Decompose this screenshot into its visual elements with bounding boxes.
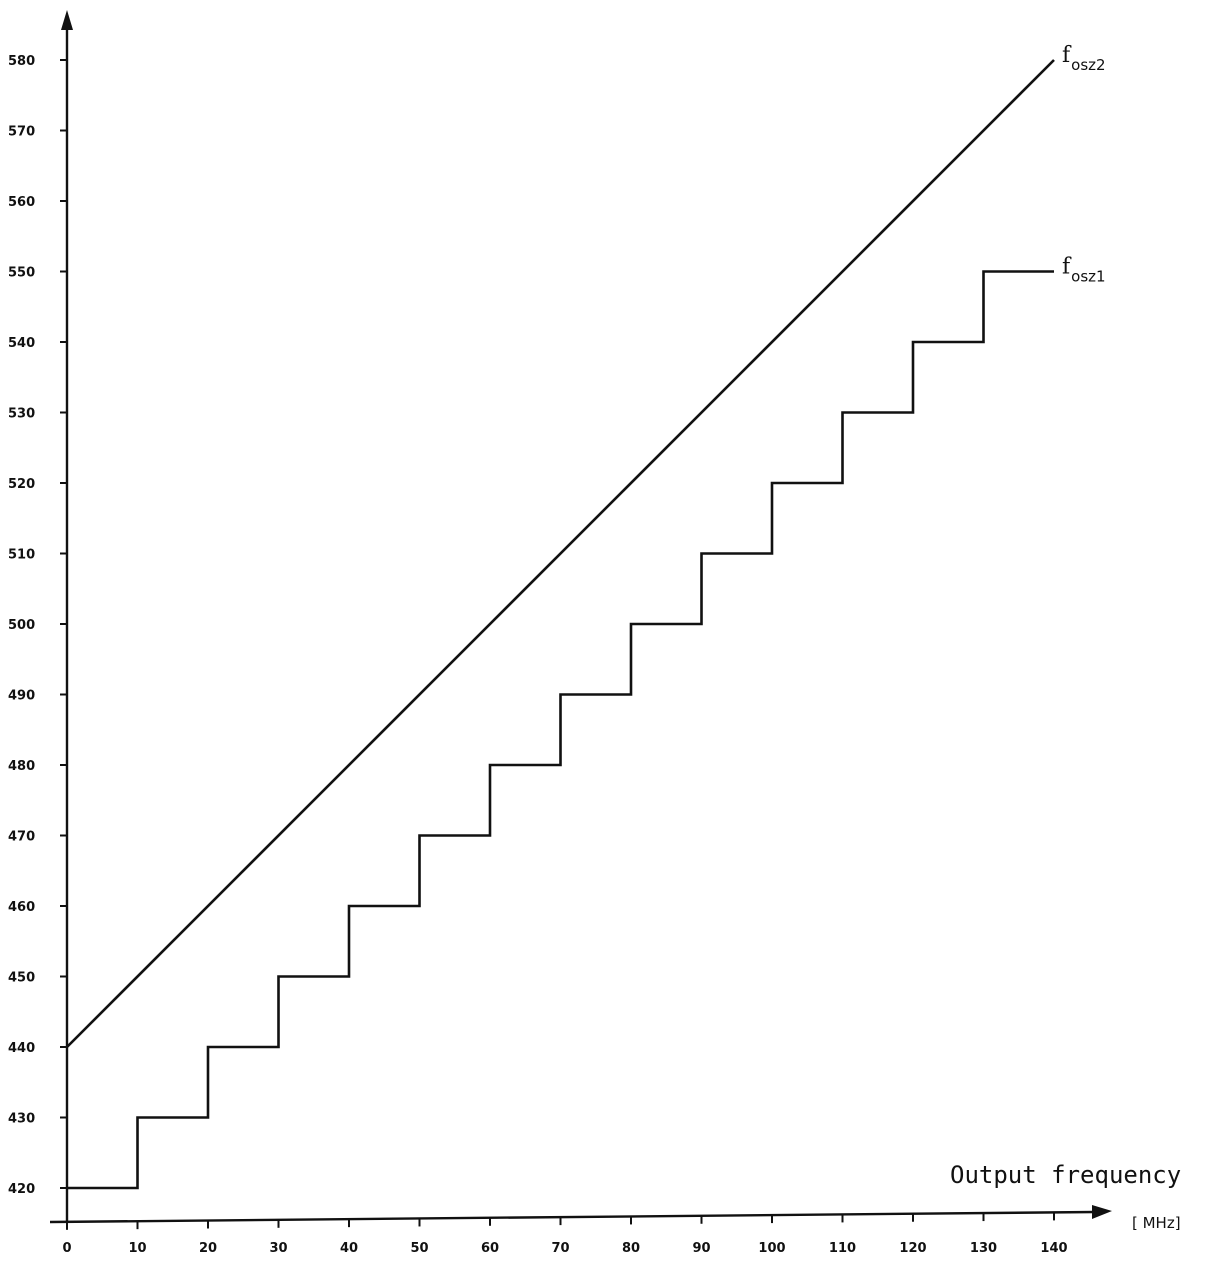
y-tick-label: 480 [8, 759, 35, 774]
series-line-fosz1 [67, 270, 1054, 1190]
x-tick-label: 140 [1040, 1241, 1067, 1256]
x-tick-label: 50 [410, 1241, 428, 1256]
y-tick-label: 500 [8, 618, 35, 633]
x-tick-label: 90 [692, 1241, 710, 1256]
x-tick-label: 100 [758, 1241, 785, 1256]
y-tick-label: 440 [8, 1041, 35, 1056]
x-tick-label: 80 [622, 1241, 640, 1256]
x-tick-label: 30 [269, 1241, 287, 1256]
x-tick-label: 130 [970, 1241, 997, 1256]
y-tick-label: 530 [8, 407, 35, 422]
y-tick-label: 510 [8, 548, 35, 563]
y-tick-label: 540 [8, 336, 35, 351]
y-tick-label: 570 [8, 125, 35, 140]
y-tick-label: 550 [8, 266, 35, 281]
y-tick-label: 560 [8, 195, 35, 210]
y-tick-label: 490 [8, 689, 35, 704]
x-axis-title: Output frequency [950, 1161, 1181, 1189]
y-tick-label: 430 [8, 1112, 35, 1127]
x-tick-label: 20 [199, 1241, 217, 1256]
series-label-sub: osz1 [1071, 268, 1105, 286]
series-label-fosz1: fosz1 [1062, 255, 1106, 286]
x-axis [49, 1210, 1096, 1224]
x-tick-label: 70 [551, 1241, 569, 1256]
x-tick-label: 60 [481, 1241, 499, 1256]
y-tick-label: 420 [8, 1182, 35, 1197]
x-tick-label: 0 [62, 1241, 71, 1256]
y-tick-label: 470 [8, 830, 35, 845]
series-label-sub: osz2 [1071, 56, 1105, 74]
y-axis-arrow [61, 10, 73, 30]
y-ticks: 420 430 440 450 460 470 480 490 500 510 520 530 540 5… [8, 54, 67, 1197]
series-label-main: f [1062, 43, 1072, 68]
y-tick-label: 450 [8, 971, 35, 986]
x-ticks: 0 10 20 30 40 50 60 70 80 90 100 110 120 130 140 [62, 1212, 1068, 1256]
x-tick-label: 40 [340, 1241, 358, 1256]
y-tick-label: 460 [8, 900, 35, 915]
x-axis-unit: [ MHz] [1132, 1214, 1181, 1232]
y-tick-label: 580 [8, 54, 35, 69]
series-label-main: f [1062, 255, 1072, 280]
x-tick-label: 10 [128, 1241, 146, 1256]
x-tick-label: 120 [899, 1241, 926, 1256]
y-tick-label: 520 [8, 477, 35, 492]
series-label-fosz2: fosz2 [1062, 43, 1106, 74]
x-axis-arrow [1092, 1205, 1112, 1219]
series-line-fosz2 [66, 59, 1055, 1048]
x-tick-label: 110 [829, 1241, 856, 1256]
